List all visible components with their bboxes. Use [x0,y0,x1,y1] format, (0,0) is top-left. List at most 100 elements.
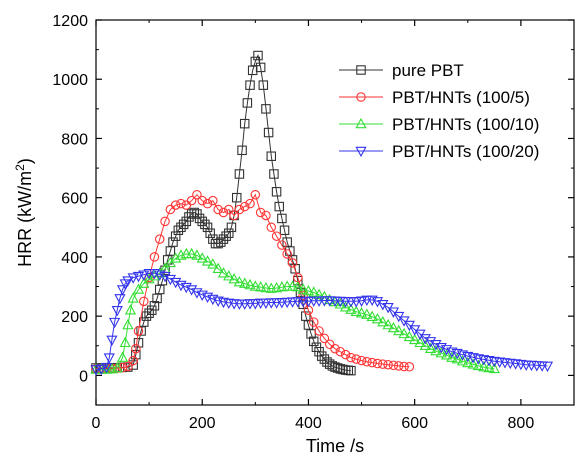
data-point [245,80,255,90]
data-point [234,169,245,179]
data-point [316,351,327,361]
data-point [281,297,293,309]
data-point [218,207,229,218]
x-tick-label: 0 [92,415,101,432]
data-point [541,361,554,373]
data-point [339,301,352,312]
y-axis-title-sup: 2 [13,164,27,171]
data-point [362,357,372,367]
data-point [124,304,137,315]
data-point [355,307,368,318]
y-tick-label: 1000 [52,72,88,89]
data-point [127,292,139,303]
data-point [90,365,102,376]
data-point [399,361,409,372]
data-point [451,352,463,364]
data-point [228,272,240,284]
plot-frame [95,19,575,406]
data-point [387,321,400,333]
data-point [440,349,453,360]
data-point [103,353,115,364]
data-point [261,104,271,114]
data-point [258,80,269,90]
legend-item: PBT/HNTs (100/10) [339,115,539,134]
data-point [424,342,437,353]
data-point [266,151,277,161]
data-point [440,345,453,356]
data-point [292,280,304,292]
legend-swatch-marker [355,117,367,129]
data-point [350,305,362,316]
data-point [119,336,131,348]
data-point [346,352,356,363]
data-point [270,298,283,309]
data-point [191,288,203,299]
legend-label: PBT/HNTs (100/20) [392,142,539,161]
plot-series [90,50,554,376]
data-point [205,228,215,238]
legend-swatch-marker [355,146,367,158]
data-point [185,247,198,259]
data-point [239,118,250,129]
data-point [250,56,261,67]
data-point [249,299,261,310]
data-point [282,249,292,259]
data-point [287,258,298,268]
data-point [218,234,229,244]
data-point [234,204,245,215]
legend-item: pure PBT [339,61,464,80]
data-point [340,349,351,360]
data-point [216,237,226,247]
data-point [403,330,415,342]
data-point [194,213,205,224]
series-line [96,193,410,370]
y-axis-title-end: ) [15,158,35,164]
data-point [261,210,271,221]
series-1 [91,189,415,374]
data-point [176,222,186,233]
data-point [226,222,237,233]
data-point [334,298,346,309]
data-point [277,240,287,250]
data-point [308,286,320,297]
data-point [279,225,290,236]
y-axis-title-main: HRR (kW/m [15,171,35,267]
data-point [176,198,186,209]
data-point [170,277,182,289]
data-point [330,343,340,354]
legend-swatch-marker [356,92,366,102]
data-point [335,346,346,357]
data-point [132,271,145,283]
data-point [488,362,500,374]
data-point [388,360,399,371]
data-point [170,200,181,210]
data-point [223,270,235,281]
y-tick-label: 1200 [52,13,88,30]
data-point [446,351,458,362]
data-point [319,333,330,344]
data-point [131,343,141,354]
data-point [269,169,279,179]
data-point [478,360,490,372]
data-point [196,252,208,263]
y-tick-label: 400 [61,250,88,267]
data-point [286,280,299,291]
data-point [313,296,325,307]
y-tick-label: 200 [61,309,88,326]
data-point [164,274,176,286]
data-point [180,282,192,294]
data-point [378,359,388,369]
data-point [383,359,393,370]
data-point [100,362,113,374]
data-point [371,312,384,324]
data-point [168,237,178,247]
data-point [132,283,145,294]
data-point [106,335,118,347]
data-point [200,219,210,230]
legend-item: PBT/HNTs (100/20) [339,142,539,161]
data-point [276,297,288,309]
data-point [122,318,134,330]
data-point [123,361,133,372]
data-point [271,187,282,197]
data-point [419,339,431,351]
